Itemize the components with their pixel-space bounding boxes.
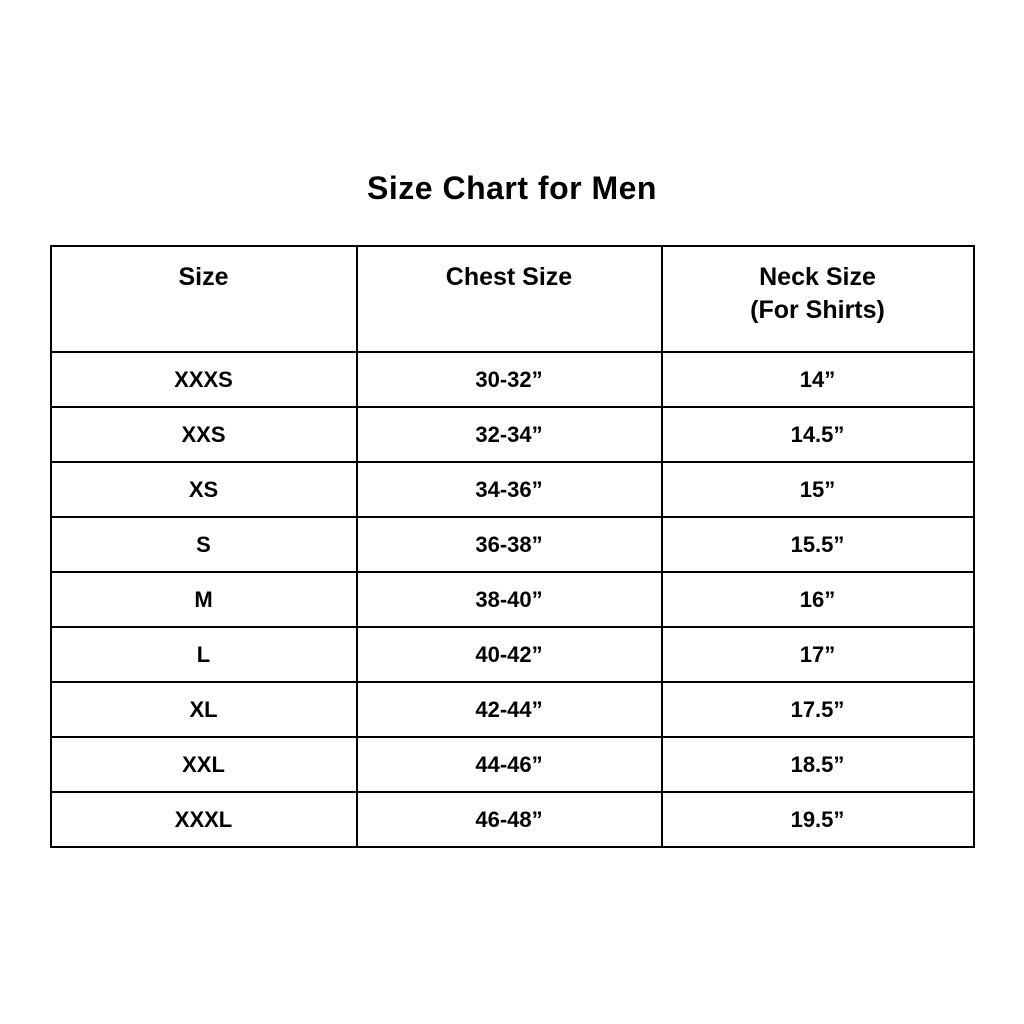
table-row: L 40-42” 17” [49,626,975,683]
table-row: XXXL 46-48” 19.5” [49,791,975,848]
cell-size: XXXS [49,351,358,408]
table-row: XS 34-36” 15” [49,461,975,518]
cell-size: S [49,516,358,573]
cell-neck: 18.5” [660,736,975,793]
size-chart-table: Size Chest Size Neck Size (For Shirts) X… [49,245,975,848]
column-header-chest-size: Chest Size [355,245,663,353]
cell-neck: 16” [660,571,975,628]
table-row: XXL 44-46” 18.5” [49,736,975,793]
cell-neck: 15” [660,461,975,518]
table-row: XXXS 30-32” 14” [49,351,975,408]
table-row: XXS 32-34” 14.5” [49,406,975,463]
cell-neck: 14” [660,351,975,408]
table-row: M 38-40” 16” [49,571,975,628]
cell-chest: 36-38” [355,516,663,573]
cell-neck: 14.5” [660,406,975,463]
cell-neck: 17.5” [660,681,975,738]
cell-neck: 17” [660,626,975,683]
cell-chest: 32-34” [355,406,663,463]
cell-chest: 42-44” [355,681,663,738]
cell-size: XXS [49,406,358,463]
cell-chest: 40-42” [355,626,663,683]
cell-size: XS [49,461,358,518]
column-header-neck-size-line2: (For Shirts) [750,295,885,324]
cell-size: XXXL [49,791,358,848]
cell-neck: 19.5” [660,791,975,848]
cell-size: L [49,626,358,683]
column-header-neck-size-line1: Neck Size [759,263,876,291]
table-header-row: Size Chest Size Neck Size (For Shirts) [49,245,975,353]
table-row: XL 42-44” 17.5” [49,681,975,738]
cell-chest: 34-36” [355,461,663,518]
column-header-neck-size: Neck Size (For Shirts) [660,245,975,353]
cell-size: XXL [49,736,358,793]
cell-chest: 38-40” [355,571,663,628]
column-header-size: Size [49,245,358,353]
cell-size: XL [49,681,358,738]
cell-neck: 15.5” [660,516,975,573]
cell-chest: 46-48” [355,791,663,848]
page-title: Size Chart for Men [367,170,657,206]
table-row: S 36-38” 15.5” [49,516,975,573]
cell-chest: 30-32” [355,351,663,408]
table-body: XXXS 30-32” 14” XXS 32-34” 14.5” XS 34-36” 15” S 3… [49,351,975,848]
cell-size: M [49,571,358,628]
cell-chest: 44-46” [355,736,663,793]
